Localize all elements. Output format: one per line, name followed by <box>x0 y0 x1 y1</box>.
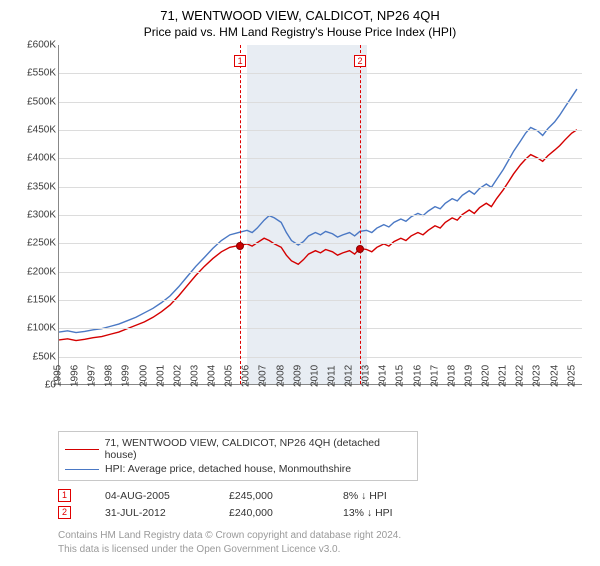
sale-diff: 8% ↓ HPI <box>343 490 387 502</box>
x-tick-label: 2012 <box>344 365 355 387</box>
legend-label: HPI: Average price, detached house, Monm… <box>105 463 351 475</box>
sale-date: 04-AUG-2005 <box>105 490 195 502</box>
sales-table: 1 04-AUG-2005 £245,000 8% ↓ HPI 2 31-JUL-2012… <box>58 487 588 521</box>
x-tick-label: 2016 <box>412 365 423 387</box>
gridline <box>59 357 582 358</box>
gridline <box>59 187 582 188</box>
y-tick-label: £450K <box>27 125 56 136</box>
chart-title: 71, WENTWOOD VIEW, CALDICOT, NP26 4QH <box>12 8 588 23</box>
gridline <box>59 243 582 244</box>
x-tick-label: 2001 <box>155 365 166 387</box>
series-property <box>59 130 577 341</box>
event-point <box>236 242 244 250</box>
x-tick-label: 2000 <box>138 365 149 387</box>
legend-swatch <box>65 469 99 470</box>
y-tick-label: £350K <box>27 181 56 192</box>
x-axis: 1995199619971998199920002001200220032004… <box>58 385 582 425</box>
y-tick-label: £500K <box>27 96 56 107</box>
event-marker-box: 1 <box>234 55 246 67</box>
x-tick-label: 2021 <box>498 365 509 387</box>
attribution-line: Contains HM Land Registry data © Crown c… <box>58 529 588 543</box>
y-tick-label: £600K <box>27 40 56 51</box>
chart: £0£50K£100K£150K£200K£250K£300K£350K£400… <box>12 45 588 425</box>
event-line <box>240 45 241 384</box>
x-tick-label: 2018 <box>446 365 457 387</box>
sale-diff: 13% ↓ HPI <box>343 507 393 519</box>
legend-label: 71, WENTWOOD VIEW, CALDICOT, NP26 4QH (d… <box>105 437 411 461</box>
y-tick-label: £250K <box>27 238 56 249</box>
x-tick-label: 2015 <box>395 365 406 387</box>
gridline <box>59 215 582 216</box>
x-tick-label: 2002 <box>172 365 183 387</box>
gridline <box>59 158 582 159</box>
y-tick-label: £550K <box>27 68 56 79</box>
sale-price: £240,000 <box>229 507 309 519</box>
y-tick-label: £150K <box>27 295 56 306</box>
x-tick-label: 2003 <box>189 365 200 387</box>
x-tick-label: 2011 <box>326 365 337 387</box>
x-tick-label: 1997 <box>87 365 98 387</box>
x-tick-label: 2024 <box>549 365 560 387</box>
event-point <box>356 245 364 253</box>
x-tick-label: 2017 <box>429 365 440 387</box>
x-tick-label: 2005 <box>224 365 235 387</box>
gridline <box>59 130 582 131</box>
x-tick-label: 2023 <box>532 365 543 387</box>
legend-swatch <box>65 449 99 450</box>
plot-area: 12 <box>58 45 582 385</box>
gridline <box>59 300 582 301</box>
x-tick-label: 2013 <box>361 365 372 387</box>
series-hpi <box>59 89 577 332</box>
y-tick-label: £50K <box>33 351 56 362</box>
x-tick-label: 2019 <box>463 365 474 387</box>
x-tick-label: 2014 <box>378 365 389 387</box>
attribution-line: This data is licensed under the Open Gov… <box>58 543 588 557</box>
legend-item: 71, WENTWOOD VIEW, CALDICOT, NP26 4QH (d… <box>65 436 411 462</box>
event-line <box>360 45 361 384</box>
x-tick-label: 2020 <box>481 365 492 387</box>
y-tick-label: £400K <box>27 153 56 164</box>
x-tick-label: 2006 <box>241 365 252 387</box>
x-tick-label: 1995 <box>53 365 64 387</box>
sale-date: 31-JUL-2012 <box>105 507 195 519</box>
chart-subtitle: Price paid vs. HM Land Registry's House … <box>12 25 588 39</box>
sale-price: £245,000 <box>229 490 309 502</box>
gridline <box>59 102 582 103</box>
legend-item: HPI: Average price, detached house, Monm… <box>65 462 411 476</box>
sale-row: 2 31-JUL-2012 £240,000 13% ↓ HPI <box>58 504 588 521</box>
gridline <box>59 328 582 329</box>
x-tick-label: 2022 <box>515 365 526 387</box>
sale-marker-box: 1 <box>58 489 71 502</box>
gridline <box>59 272 582 273</box>
sale-row: 1 04-AUG-2005 £245,000 8% ↓ HPI <box>58 487 588 504</box>
gridline <box>59 73 582 74</box>
y-tick-label: £100K <box>27 323 56 334</box>
y-tick-label: £300K <box>27 210 56 221</box>
y-axis: £0£50K£100K£150K£200K£250K£300K£350K£400… <box>12 45 58 385</box>
x-tick-label: 2008 <box>275 365 286 387</box>
event-marker-box: 2 <box>354 55 366 67</box>
x-tick-label: 2009 <box>292 365 303 387</box>
x-tick-label: 2010 <box>309 365 320 387</box>
legend: 71, WENTWOOD VIEW, CALDICOT, NP26 4QH (d… <box>58 431 418 481</box>
x-tick-label: 2004 <box>207 365 218 387</box>
x-tick-label: 2025 <box>566 365 577 387</box>
y-tick-label: £200K <box>27 266 56 277</box>
x-tick-label: 1999 <box>121 365 132 387</box>
x-tick-label: 2007 <box>258 365 269 387</box>
x-tick-label: 1996 <box>70 365 81 387</box>
attribution: Contains HM Land Registry data © Crown c… <box>58 529 588 556</box>
sale-marker-box: 2 <box>58 506 71 519</box>
x-tick-label: 1998 <box>104 365 115 387</box>
